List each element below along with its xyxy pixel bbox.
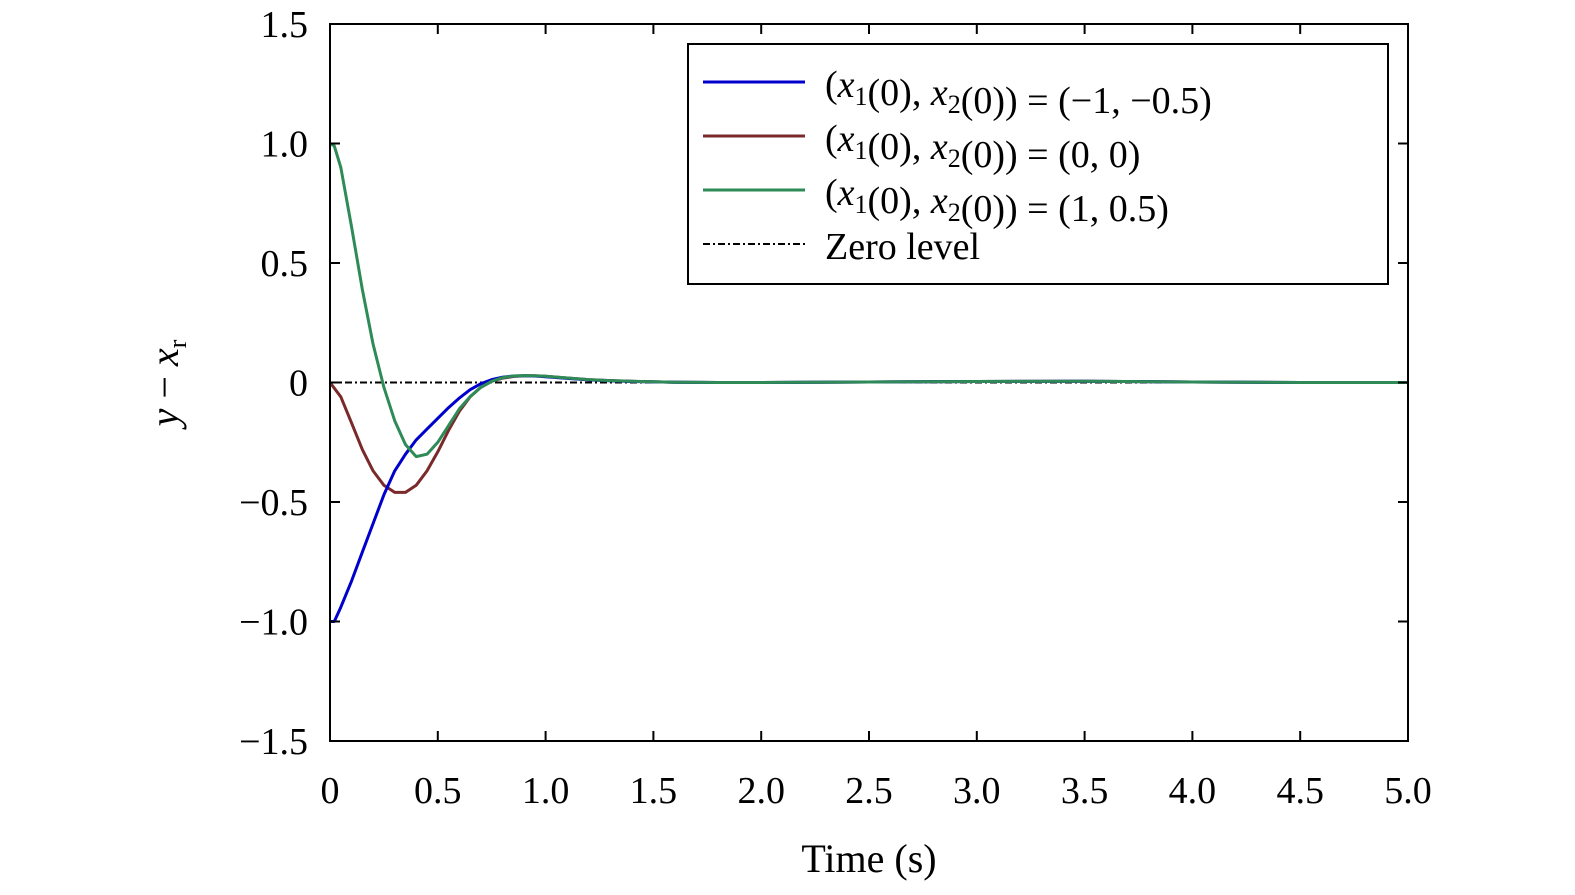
series-line-s1	[330, 374, 1408, 623]
series-layer	[328, 142, 1408, 623]
x-tick-label: 2.0	[737, 770, 785, 812]
y-tick-label: 1.0	[261, 124, 309, 166]
x-tick-label: 3.0	[953, 770, 1001, 812]
x-tick-label: 0.5	[414, 770, 462, 812]
series-line-s3	[329, 142, 1408, 459]
legend-box	[687, 43, 1389, 285]
tick-labels: 0 0.5 1.0 1.5 2.0 2.5 3.0 3.5 4.0 4.5 5.0 1.5 1.0 0.5…	[239, 4, 1432, 812]
y-tick-label: −1.5	[239, 721, 308, 763]
legend-label-s3: (x1(0), x2(0)) = (1, 0.5)	[825, 172, 1169, 230]
series-line-s2	[328, 374, 1408, 494]
y-tick-label: 0.5	[261, 243, 309, 285]
y-axis-title-main: y	[142, 408, 187, 430]
legend-entries: (x1(0), x2(0)) = (−1, −0.5)(x1(0), x2(0)…	[703, 64, 1212, 268]
y-axis-title-sub: r	[163, 339, 192, 348]
ticks-layer	[329, 23, 1409, 742]
y-tick-label: 1.5	[261, 4, 309, 46]
x-tick-label: 4.5	[1276, 770, 1324, 812]
legend-label-s1: (x1(0), x2(0)) = (−1, −0.5)	[825, 64, 1212, 122]
x-tick-label: 4.0	[1169, 770, 1217, 812]
x-axis-title: Time (s)	[801, 836, 936, 881]
y-axis-title: y − xr	[142, 339, 192, 430]
y-tick-label: −1.0	[239, 602, 308, 644]
y-axis-title-var: x	[142, 348, 187, 367]
legend-label-s2: (x1(0), x2(0)) = (0, 0)	[825, 118, 1140, 176]
y-axis-title-minus: −	[142, 366, 187, 409]
x-tick-label: 1.0	[522, 770, 570, 812]
legend-label-zero: Zero level	[825, 226, 980, 268]
x-tick-label: 2.5	[845, 770, 893, 812]
x-tick-label: 0	[321, 770, 340, 812]
y-tick-label: −0.5	[239, 482, 308, 524]
x-tick-label: 1.5	[630, 770, 678, 812]
y-tick-label: 0	[289, 363, 308, 405]
x-tick-label: 3.5	[1061, 770, 1109, 812]
legend: (x1(0), x2(0)) = (−1, −0.5)(x1(0), x2(0)…	[687, 43, 1389, 285]
x-tick-label: 5.0	[1384, 770, 1432, 812]
